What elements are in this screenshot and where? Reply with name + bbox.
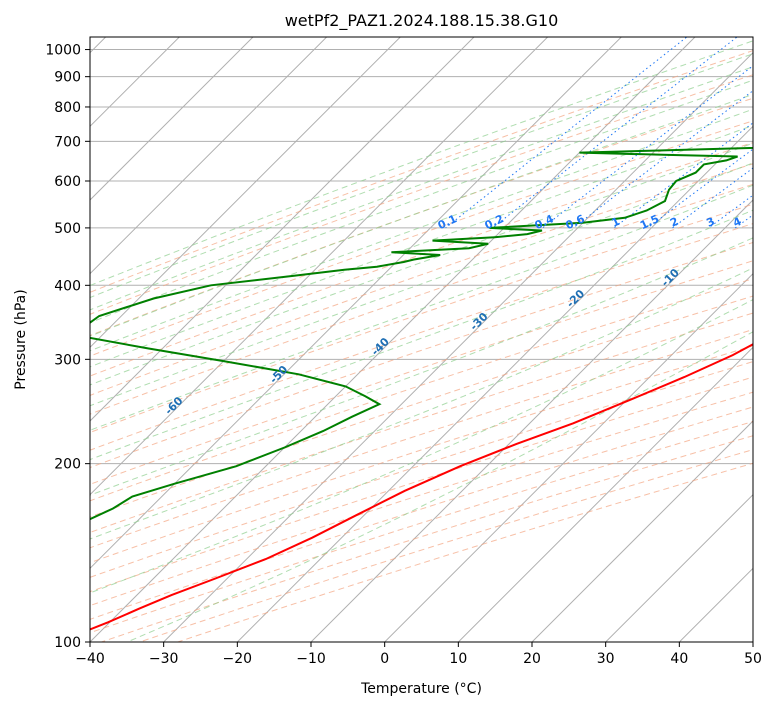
- x-tick-label: 50: [744, 651, 762, 667]
- plot-frame: [89, 36, 754, 643]
- dry-adiabat-line: [90, 278, 753, 502]
- isotherm-label: -20: [564, 287, 587, 310]
- y-tick-label: 600: [54, 174, 81, 190]
- y-tick-label: 100: [54, 635, 81, 651]
- moist-adiabat-line: [90, 299, 753, 594]
- y-tick-label: 800: [54, 100, 81, 116]
- isotherm-label: -10: [659, 266, 682, 289]
- moist-adiabat-line: [90, 93, 753, 337]
- isotherm-label: -60: [162, 394, 185, 417]
- mixing-ratio-label: 6: [770, 215, 775, 230]
- mixing-ratio-line: [542, 65, 753, 229]
- isotherm-line: [383, 272, 753, 642]
- dry-adiabat-line: [90, 295, 753, 518]
- mixing-ratio-line: [672, 167, 753, 229]
- isotherm-line: [90, 37, 623, 570]
- mixing-ratio-line: [492, 37, 738, 229]
- y-tick-label: 1000: [45, 43, 81, 59]
- y-tick-label: 700: [54, 134, 81, 150]
- x-tick-label: 40: [670, 651, 688, 667]
- y-tick-label: 400: [54, 278, 81, 294]
- dry-adiabat-line: [90, 183, 753, 415]
- moist-adiabat-line: [90, 184, 753, 431]
- isotherm-line: [90, 37, 328, 275]
- x-tick-label: 10: [449, 651, 467, 667]
- y-tick-label: 300: [54, 352, 81, 368]
- isotherm-line: [90, 37, 254, 201]
- isotherm-line: [457, 346, 753, 642]
- mixing-ratio-line: [445, 37, 688, 229]
- dry-adiabat-line: [90, 241, 753, 469]
- y-tick-label: 500: [54, 221, 81, 237]
- temperature-line: [90, 343, 753, 631]
- isotherm-line: [310, 199, 753, 642]
- moist-adiabat-line: [90, 209, 753, 461]
- x-tick-label: −30: [149, 651, 179, 667]
- x-tick-label: −40: [75, 651, 105, 667]
- moist-adiabat-line: [90, 40, 753, 287]
- dry-adiabat-line: [90, 329, 753, 549]
- x-axis-label: Temperature (°C): [360, 681, 482, 697]
- isotherm-line: [90, 37, 402, 349]
- x-tick-label: 30: [597, 651, 615, 667]
- mixing-ratio-line: [613, 122, 753, 229]
- dry-adiabat-line: [90, 74, 753, 315]
- mixing-ratio-label: 1.5: [638, 212, 661, 232]
- moist-adiabat-line: [125, 331, 753, 642]
- isotherm-line: [90, 37, 549, 496]
- y-axis-label: Pressure (hPa): [13, 289, 29, 389]
- isotherm-line: [90, 37, 696, 642]
- isotherm-line: [236, 125, 753, 642]
- moist-adiabat-line: [90, 267, 753, 540]
- isotherm-line: [90, 37, 475, 422]
- dry-adiabat-line: [90, 203, 753, 433]
- x-tick-label: 20: [523, 651, 541, 667]
- mixing-ratio-line: [572, 90, 753, 229]
- isotherm-line: [531, 420, 753, 642]
- y-tick-label: 900: [54, 70, 81, 86]
- x-tick-label: −20: [223, 651, 253, 667]
- chart-title: wetPf2_PAZ1.2024.188.15.38.G10: [285, 11, 559, 31]
- isotherm-line: [604, 493, 753, 642]
- mixing-ratio-line: [734, 214, 753, 229]
- dry-adiabat-line: [90, 391, 753, 607]
- x-tick-label: 0: [380, 651, 389, 667]
- isotherm-label: -40: [369, 335, 392, 358]
- y-tick-label: 200: [54, 457, 81, 473]
- isotherm-label: -70: [53, 430, 76, 453]
- dewpoint-line: [90, 146, 753, 521]
- isotherm-line: [752, 641, 753, 642]
- isotherm-line: [162, 51, 753, 642]
- isotherm-label: -30: [467, 310, 490, 333]
- mixing-ratio-label: 0.6: [564, 212, 587, 232]
- dry-adiabat-line: [90, 50, 753, 293]
- moist-adiabat-line: [90, 124, 753, 368]
- x-tick-label: −10: [296, 651, 326, 667]
